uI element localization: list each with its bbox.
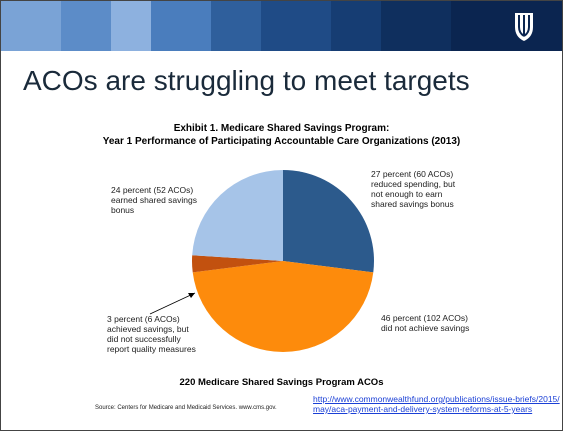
- pie-slice: [192, 255, 283, 273]
- slice-label: 27 percent (60 ACOs) reduced spending, b…: [371, 169, 456, 209]
- pie-slice: [192, 261, 374, 352]
- chart-title: Exhibit 1. Medicare Shared Savings Progr…: [173, 123, 390, 134]
- link[interactable]: http://www.commonwealthfund.org/publicat…: [313, 394, 560, 414]
- chart-subtitle: Year 1 Performance of Participating Acco…: [102, 136, 461, 147]
- source: Source: Centers for Medicare and Medicai…: [95, 405, 277, 411]
- slice-label: 46 percent (102 ACOs) did not achieve sa…: [381, 313, 470, 333]
- slide-title: ACOs are struggling to meet targets: [23, 65, 470, 96]
- pointer: [149, 292, 196, 315]
- banner: [1, 1, 562, 51]
- arrowhead: [188, 293, 195, 298]
- pie-slice: [283, 170, 374, 273]
- chart-footer: 220 Medicare Shared Savings Program ACOs: [179, 377, 384, 388]
- pie-slice: [192, 170, 283, 261]
- slice-label: 24 percent (52 ACOs) earned shared savin…: [111, 185, 198, 215]
- slice-label: 3 percent (6 ACOs) achieved savings, but…: [107, 314, 196, 354]
